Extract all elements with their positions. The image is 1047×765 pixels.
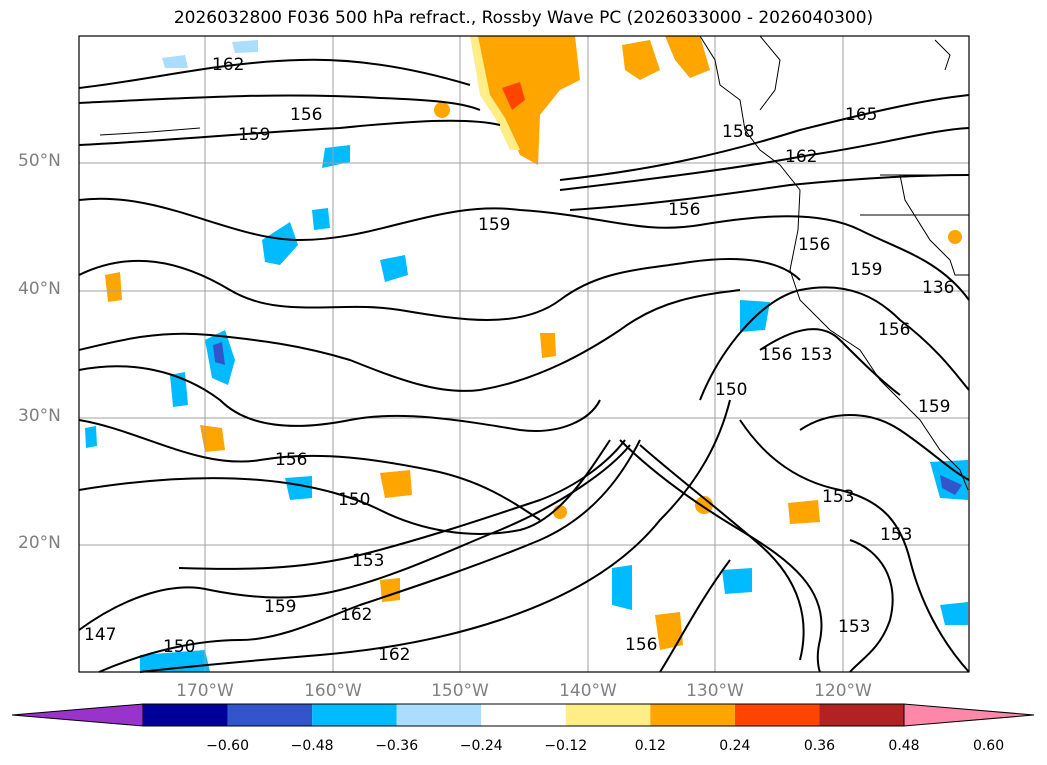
contour-label: 153 xyxy=(800,345,832,365)
colorbar-cell xyxy=(481,704,566,726)
contour-label: 162 xyxy=(340,605,372,625)
contour-label: 153 xyxy=(352,551,384,571)
contour-label: 158 xyxy=(722,122,754,142)
positive-patch xyxy=(200,425,225,452)
colorbar-extension-low xyxy=(11,703,144,727)
map-frame xyxy=(78,35,970,673)
lon-label-150w: 150°W xyxy=(431,681,489,701)
contour-label: 153 xyxy=(838,617,870,637)
colorbar-cell xyxy=(650,704,735,726)
contour-label: 159 xyxy=(264,597,296,617)
gridlines xyxy=(79,36,969,672)
contour-label: 159 xyxy=(850,260,882,280)
positive-patch-halo xyxy=(470,36,520,150)
lat-label-20n: 20°N xyxy=(18,533,61,553)
contour-label: 153 xyxy=(880,525,912,545)
positive-patch xyxy=(470,36,580,165)
contour-label: 136 xyxy=(922,278,954,298)
figure-title: 2026032800 F036 500 hPa refract., Rossby… xyxy=(173,8,874,28)
contour-label: 156 xyxy=(798,235,830,255)
lon-label-130w: 130°W xyxy=(686,681,744,701)
positive-patch xyxy=(380,578,400,602)
colorbar-tick-label: −0.48 xyxy=(290,738,334,754)
weak-negative-patch xyxy=(85,426,97,448)
lat-label-30n: 30°N xyxy=(18,406,61,426)
contour-label: 147 xyxy=(84,625,116,645)
strong-negative-patch xyxy=(213,342,225,365)
weak-negative-patch xyxy=(312,208,330,230)
contour-label: 162 xyxy=(785,147,817,167)
colorbar-tick-label: 0.12 xyxy=(634,738,666,754)
positive-patch xyxy=(665,36,710,78)
positive-patch xyxy=(105,272,122,302)
contour-label: 156 xyxy=(290,105,322,125)
height-contours xyxy=(78,58,970,673)
contour-label: 156 xyxy=(668,200,700,220)
colorbar-tick-label: 0.60 xyxy=(972,738,1005,754)
contour-label: 150 xyxy=(715,380,747,400)
colorbar-tick-label: −0.60 xyxy=(206,738,249,754)
positive-patch xyxy=(622,40,660,80)
contour-label: 159 xyxy=(238,125,270,145)
colorbar-cells xyxy=(11,703,1035,727)
contour-labels: 162 156 159 159 156 158 162 165 156 156 … xyxy=(84,55,954,665)
positive-patch xyxy=(380,470,412,498)
contour-label: 150 xyxy=(163,637,195,657)
positive-patch xyxy=(948,230,962,244)
strong-negative-patch xyxy=(940,475,962,495)
colorbar-cell xyxy=(396,704,482,726)
lon-label-170w: 170°W xyxy=(176,681,234,701)
map-panel: 162 156 159 159 156 158 162 165 156 156 … xyxy=(78,35,970,673)
contour-label: 156 xyxy=(878,320,910,340)
contour-label: 156 xyxy=(760,345,792,365)
positive-patch xyxy=(434,102,450,118)
contour-label: 153 xyxy=(822,487,854,507)
lat-label-50n: 50°N xyxy=(18,151,61,171)
weak-negative-patch xyxy=(232,40,258,53)
colorbar-tick-label: 0.24 xyxy=(719,738,751,754)
colorbar-tick-label: 0.36 xyxy=(803,738,836,754)
colorbar-cell xyxy=(312,704,397,726)
negative-patch xyxy=(380,255,408,282)
contour-label: 162 xyxy=(212,55,244,75)
colorbar-tick-label: −0.24 xyxy=(459,738,503,754)
colorbar-cell xyxy=(143,704,228,726)
colorbar-frame xyxy=(142,703,905,727)
weak-negative-patch xyxy=(162,55,188,68)
strong-positive-patch xyxy=(502,82,525,110)
contour-label: 156 xyxy=(275,450,307,470)
positive-patch xyxy=(540,333,556,358)
positive-patch xyxy=(788,500,820,524)
contour-label: 159 xyxy=(918,397,950,417)
negative-patch xyxy=(940,602,968,625)
colorbar-cell xyxy=(565,704,651,726)
contour-label: 162 xyxy=(378,645,410,665)
colorbar-tick-label: −0.36 xyxy=(375,738,419,754)
colorbar-cell xyxy=(227,704,313,726)
contour-label: 150 xyxy=(338,490,370,510)
lon-label-120w: 120°W xyxy=(814,681,872,701)
negative-patch xyxy=(285,476,312,500)
colorbar-tick-label: −0.12 xyxy=(544,738,588,754)
colorbar-cell xyxy=(819,704,904,726)
negative-patch xyxy=(722,568,752,594)
shaded-anomalies xyxy=(85,36,968,672)
colorbar-tick-label: 0.48 xyxy=(888,738,920,754)
lat-label-40n: 40°N xyxy=(18,279,61,299)
negative-patch xyxy=(322,145,350,168)
negative-patch xyxy=(170,372,188,407)
positive-patch xyxy=(655,612,683,650)
colorbar-extension-high xyxy=(903,703,1035,727)
contour-label: 165 xyxy=(845,105,877,125)
contour-label: 156 xyxy=(625,635,657,655)
negative-patch xyxy=(262,222,298,265)
contour-label: 159 xyxy=(478,215,510,235)
colorbar-cell xyxy=(734,704,820,726)
lon-label-140w: 140°W xyxy=(559,681,617,701)
lon-label-160w: 160°W xyxy=(304,681,362,701)
negative-patch xyxy=(612,565,632,610)
